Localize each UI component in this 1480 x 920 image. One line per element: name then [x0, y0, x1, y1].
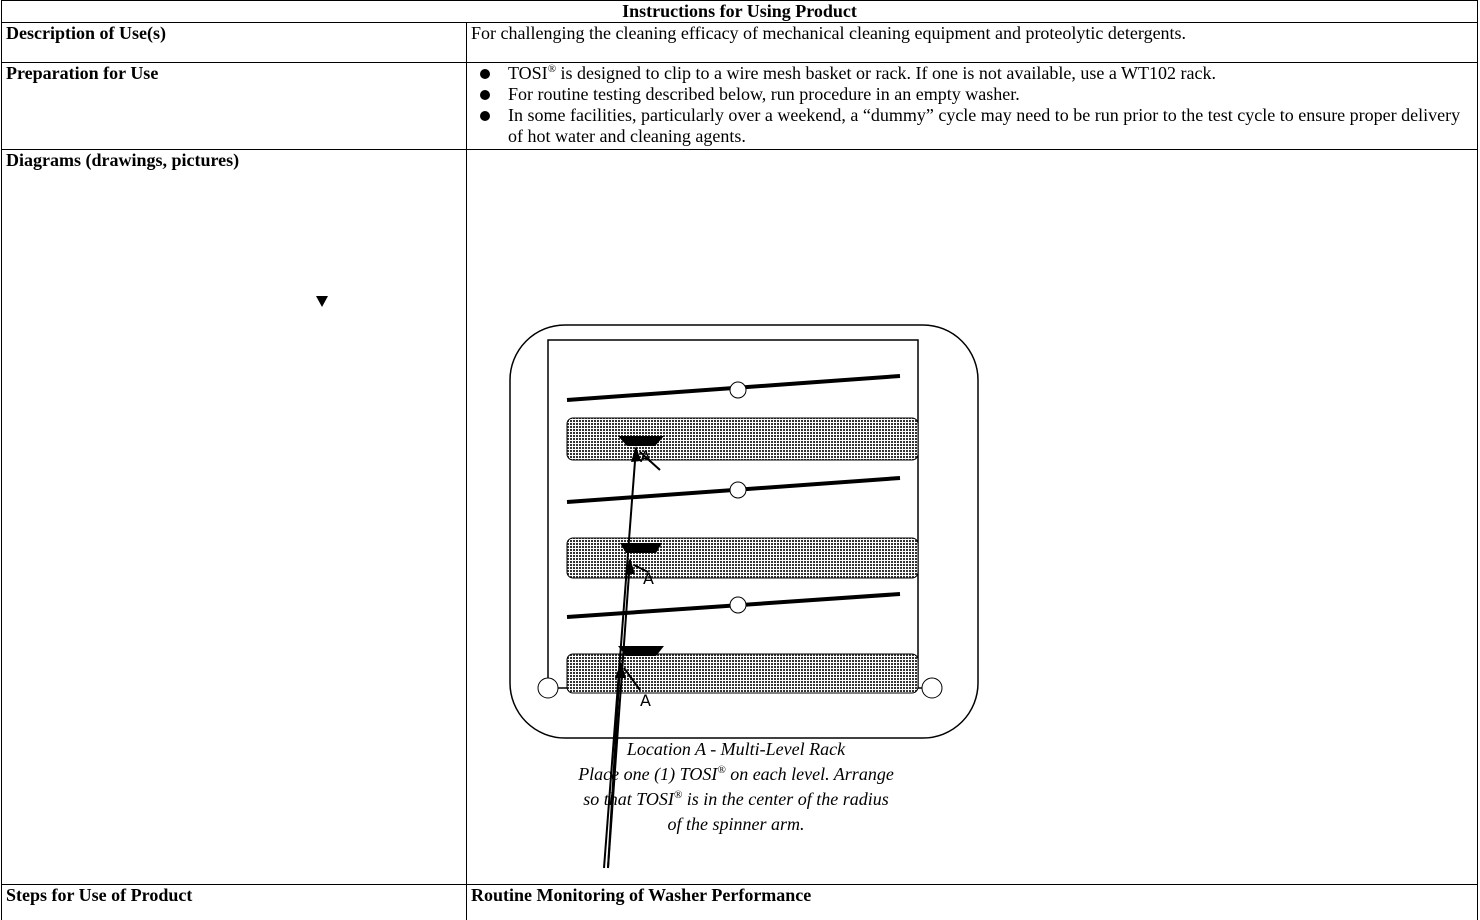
bullet-item: For routine testing described below, run…	[471, 84, 1473, 105]
superscript: ®	[547, 63, 557, 75]
text-run: of the spinner arm.	[667, 814, 805, 834]
row-text: For challenging the cleaning efficacy of…	[466, 22, 1478, 63]
rack-diagram: A A A	[316, 296, 979, 869]
caption-line: Location A - Multi-Level Rack	[476, 737, 996, 762]
text-run: For routine testing described below, run…	[508, 84, 1020, 104]
bullet	[480, 90, 490, 100]
washer-outline	[509, 324, 979, 739]
bullet	[480, 69, 490, 79]
text-run: so that TOSI	[583, 789, 674, 809]
caption-line: of the spinner arm.	[476, 812, 996, 837]
text-run: TOSI	[508, 63, 548, 83]
arm-hubs	[729, 381, 747, 614]
location-label: A	[640, 691, 651, 710]
bullet-list: TOSI® is designed to clip to a wire mesh…	[466, 62, 1478, 150]
location-label: A	[643, 569, 654, 588]
bullet-item: TOSI® is designed to clip to a wire mesh…	[471, 63, 1473, 84]
text-run: In some facilities, particularly over a …	[508, 105, 1461, 146]
caption-line: Place one (1) TOSI® on each level. Arran…	[476, 762, 996, 787]
arrow-heads	[615, 446, 641, 678]
text-run: Place one (1) TOSI	[578, 764, 718, 784]
text-run: is in the center of the radius	[682, 789, 889, 809]
superscript: ®	[673, 789, 683, 801]
wheel	[921, 677, 943, 699]
wheel	[537, 677, 559, 699]
row-text: Routine Monitoring of Washer Performance	[466, 884, 1478, 920]
marker	[316, 296, 328, 307]
bullet-text: In some facilities, particularly over a …	[508, 105, 1473, 147]
text-run: is designed to clip to a wire mesh baske…	[556, 63, 1217, 83]
row-label: Steps for Use of Product	[1, 884, 467, 920]
tosi-indicators	[618, 436, 664, 656]
diagram-cell	[466, 149, 1478, 885]
bullet-text: TOSI® is designed to clip to a wire mesh…	[508, 63, 1216, 84]
bullet-item: In some facilities, particularly over a …	[471, 105, 1473, 147]
bullet-text: For routine testing described below, run…	[508, 84, 1020, 105]
bullet	[480, 111, 490, 121]
diagram-caption: Location A - Multi-Level Rack Place one (…	[476, 737, 996, 837]
text-run: Location A - Multi-Level Rack	[626, 739, 846, 759]
superscript: ®	[717, 764, 726, 776]
location-label: A	[640, 447, 651, 466]
text-run: on each level. Arrange	[725, 764, 894, 784]
pointer-arrows	[603, 447, 661, 869]
rack-frame	[547, 339, 919, 688]
caption-line: so that TOSI® is in the center of the ra…	[476, 787, 996, 812]
row-label: Diagrams (drawings, pictures)	[1, 149, 467, 885]
